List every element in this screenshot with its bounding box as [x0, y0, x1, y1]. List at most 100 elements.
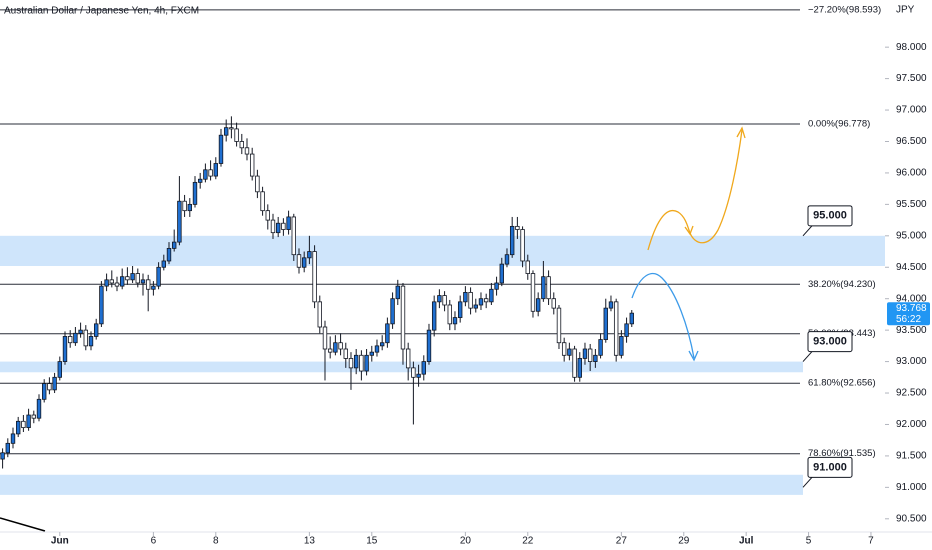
- x-tick-label: 15: [366, 536, 378, 547]
- callout-box: [807, 331, 853, 353]
- fib-label: 78.60%(91.535): [808, 448, 876, 459]
- candle-body: [426, 329, 432, 362]
- fib-label: 38.20%(94.230): [808, 279, 876, 290]
- candle-body: [36, 398, 42, 419]
- y-tick-label: 93.000: [896, 356, 927, 367]
- trend-line: [0, 517, 46, 532]
- candle-body: [416, 373, 421, 378]
- candle-body: [411, 367, 416, 378]
- candle-body: [270, 219, 276, 234]
- candle-body: [255, 175, 260, 193]
- y-tick-label: 91.500: [896, 451, 927, 462]
- fib-label: 0.00%(96.778): [808, 119, 870, 130]
- candle-body: [296, 254, 302, 268]
- arrow-path: [631, 273, 695, 359]
- candle-body: [478, 298, 484, 306]
- candle-body: [567, 348, 572, 356]
- price-tag: [887, 302, 930, 326]
- candle-body: [364, 354, 369, 372]
- candle-body: [166, 247, 172, 262]
- candle-body: [437, 295, 442, 303]
- fib-label: −27.20%(98.593): [808, 4, 881, 15]
- callout-box: [807, 205, 853, 227]
- x-tick-label: 22: [522, 536, 534, 547]
- y-tick-label: 92.000: [896, 419, 927, 430]
- x-tick-label: 5: [806, 536, 812, 547]
- candle-body: [353, 354, 359, 369]
- candle-body: [52, 376, 57, 391]
- candle-body: [489, 288, 494, 303]
- y-tick-label: 95.000: [896, 230, 927, 241]
- candle-body: [286, 216, 291, 230]
- arrow-head: [736, 126, 746, 139]
- candle-body: [452, 317, 458, 325]
- candle-body: [99, 285, 104, 325]
- callout-label: 91.000: [813, 461, 847, 473]
- zone: [0, 474, 803, 495]
- x-tick-label: 6: [151, 536, 157, 547]
- projection-orange: [647, 126, 746, 251]
- candle-body: [130, 273, 135, 281]
- candle-body: [546, 276, 551, 300]
- candle-body: [0, 452, 5, 460]
- candle-body: [135, 273, 140, 284]
- candle-body: [109, 279, 114, 284]
- y-tick-label: 96.500: [896, 136, 927, 147]
- callout-pointer: [802, 477, 813, 488]
- candle-body: [405, 348, 411, 369]
- y-tick-label: 91.000: [896, 482, 927, 493]
- candle-body: [379, 342, 385, 347]
- candle-body: [114, 282, 120, 287]
- candle-body: [343, 348, 348, 359]
- candle-body: [348, 358, 354, 369]
- y-tick-label: 98.000: [896, 42, 927, 53]
- candle-body: [275, 222, 281, 234]
- candle-body: [442, 295, 447, 306]
- candle-body: [509, 225, 515, 256]
- arrow-path: [689, 129, 743, 244]
- candle-body: [88, 336, 94, 347]
- zone: [0, 361, 803, 373]
- x-tick-label: 29: [678, 536, 690, 547]
- y-tick-label: 92.500: [896, 388, 927, 399]
- candle-body: [327, 348, 333, 353]
- price-tag-countdown: 56:22: [896, 314, 921, 325]
- projection-blue: [631, 273, 699, 362]
- candle-body: [239, 141, 244, 149]
- y-tick-label: 94.000: [896, 293, 927, 304]
- candle-body: [223, 127, 229, 136]
- candles: [0, 116, 634, 469]
- candle-body: [483, 298, 489, 303]
- candle-body: [156, 266, 161, 287]
- candle-body: [192, 181, 198, 205]
- x-tick-label: 20: [460, 536, 472, 547]
- arrow-head: [688, 350, 699, 362]
- candle-body: [629, 312, 634, 325]
- x-tick-label: 13: [304, 536, 316, 547]
- candle-body: [619, 336, 624, 356]
- candle-body: [374, 345, 380, 353]
- zones: [0, 235, 885, 495]
- candle-body: [520, 229, 525, 262]
- y-tick-label: 93.500: [896, 325, 927, 336]
- candle-body: [281, 222, 286, 230]
- candle-body: [31, 414, 36, 419]
- y-tick-label: 97.500: [896, 73, 927, 84]
- candle-body: [463, 292, 468, 303]
- x-tick-label: 7: [868, 536, 874, 547]
- candle-body: [390, 298, 395, 325]
- candle-body: [504, 254, 510, 265]
- candle-body: [187, 203, 192, 212]
- candle-body: [265, 210, 270, 221]
- fib-label: 61.80%(92.656): [808, 378, 876, 389]
- candle-body: [218, 134, 224, 164]
- candle-body: [213, 163, 218, 177]
- candle-body: [83, 329, 88, 347]
- y-axis-label: JPY: [896, 5, 915, 16]
- candle-body: [301, 257, 307, 268]
- candle-body: [473, 304, 478, 309]
- candle-body: [333, 342, 338, 353]
- candle-body: [67, 336, 73, 344]
- candle-body: [197, 178, 203, 183]
